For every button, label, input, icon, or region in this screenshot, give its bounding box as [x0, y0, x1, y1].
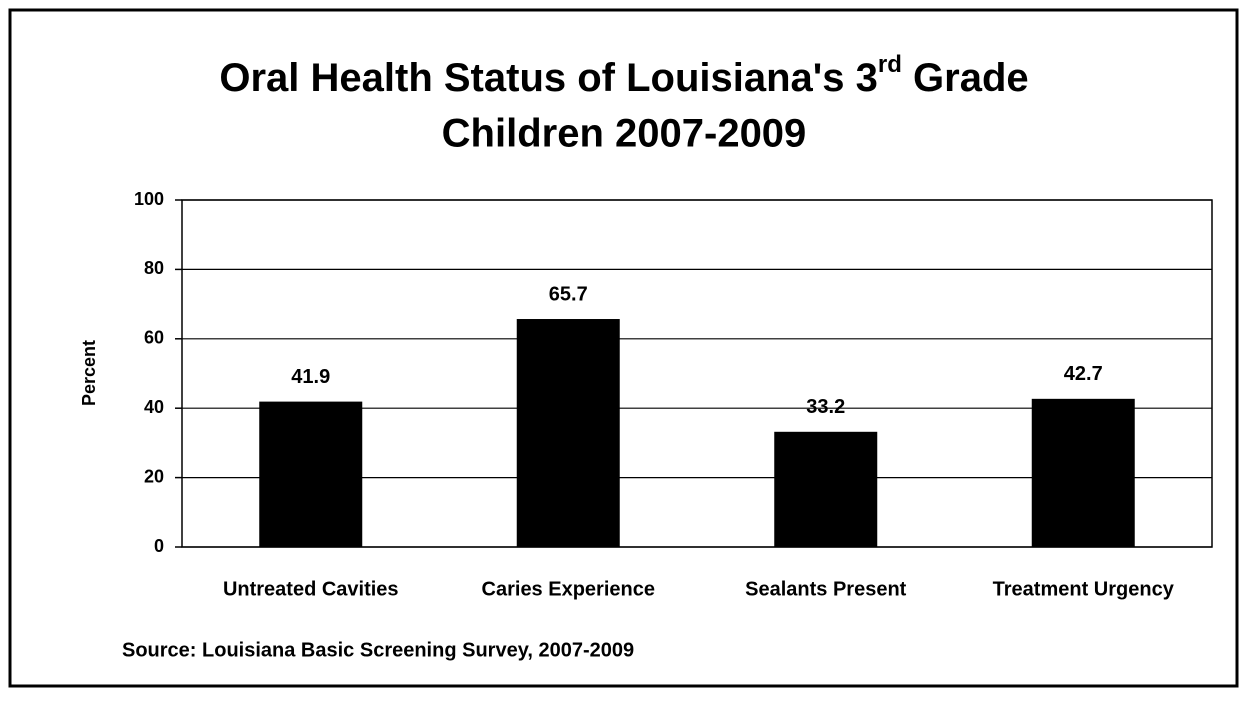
- data-label: 65.7: [549, 283, 588, 305]
- chart-border: [8, 8, 1239, 688]
- x-tick-label: Caries Experience: [482, 578, 655, 600]
- bar: [774, 431, 878, 547]
- source-note: Source: Louisiana Basic Screening Survey…: [122, 639, 634, 661]
- plot-frame: [181, 199, 1213, 548]
- y-tick-label: 80: [144, 258, 164, 278]
- title-part: Oral Health Status of Louisiana's 3: [219, 56, 878, 100]
- y-tick-label: 0: [154, 536, 164, 556]
- data-label: 33.2: [806, 396, 845, 418]
- y-axis-label: Percent: [79, 340, 99, 406]
- x-tick-label: Treatment Urgency: [993, 578, 1175, 600]
- bar: [1031, 398, 1135, 547]
- x-tick-label: Sealants Present: [745, 578, 907, 600]
- y-tick-label: 100: [134, 189, 164, 209]
- bar: [516, 319, 620, 547]
- title-part: Grade: [902, 56, 1029, 100]
- data-label: 42.7: [1064, 363, 1103, 385]
- chart-title: Oral Health Status of Louisiana's 3rd Gr…: [219, 51, 1028, 99]
- y-tick-label: 40: [144, 397, 164, 417]
- x-tick-label: Untreated Cavities: [223, 578, 399, 600]
- y-tick-label: 60: [144, 328, 164, 348]
- y-tick-label: 20: [144, 466, 164, 486]
- chart-title: Children 2007-2009: [442, 112, 807, 156]
- title-superscript: rd: [878, 51, 902, 78]
- bar: [259, 401, 363, 547]
- data-label: 41.9: [291, 366, 330, 388]
